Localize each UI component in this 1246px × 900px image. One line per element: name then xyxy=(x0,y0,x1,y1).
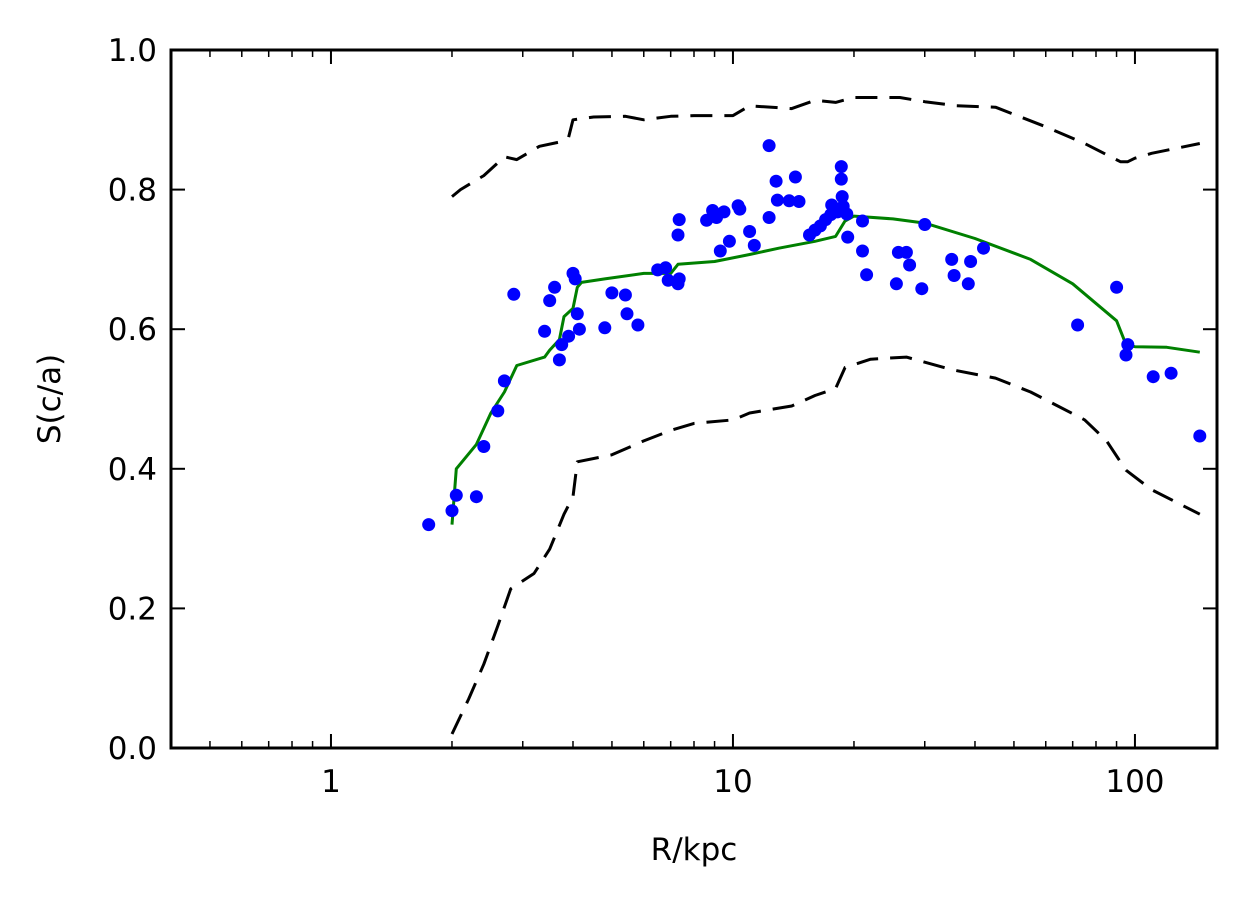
scatter-point xyxy=(572,322,586,336)
scatter-point xyxy=(835,190,849,204)
scatter-point xyxy=(570,307,584,321)
scatter-point xyxy=(782,194,796,208)
scatter-point xyxy=(899,245,913,259)
scatter-point xyxy=(1071,318,1085,332)
scatter-point xyxy=(788,170,802,184)
scatter-point xyxy=(889,277,903,291)
scatter-point xyxy=(947,269,961,282)
scatter-point xyxy=(568,272,582,286)
scatter-point xyxy=(661,273,675,287)
scatter-point xyxy=(1146,370,1160,384)
median-line xyxy=(450,214,1201,525)
scatter-point xyxy=(769,174,783,188)
scatter-point xyxy=(856,214,869,228)
scatter-point xyxy=(598,321,612,335)
scatter-point xyxy=(422,518,436,532)
scatter-point xyxy=(840,207,854,221)
scatter-point xyxy=(792,195,806,208)
scatter-point xyxy=(631,318,645,332)
series-layer xyxy=(422,96,1207,735)
scatter-point xyxy=(1121,338,1135,352)
scatter-point xyxy=(903,258,917,272)
y-axis-title: S(c/a) xyxy=(32,354,68,444)
y-tick-label: 0.4 xyxy=(108,452,157,488)
y-tick-label: 1.0 xyxy=(108,33,157,69)
scatter-point xyxy=(672,272,686,286)
x-tick-label: 1 xyxy=(321,764,341,800)
scatter-point xyxy=(856,244,869,258)
scatter-point xyxy=(445,504,459,518)
scatter-point xyxy=(743,225,757,238)
scatter-point xyxy=(762,139,776,153)
plot-frame xyxy=(169,48,1219,750)
scatter-point xyxy=(672,213,686,227)
scatter-point xyxy=(562,329,576,343)
dashed-envelope-line xyxy=(450,355,1201,735)
scatter-point xyxy=(497,374,511,388)
scatter-point xyxy=(834,160,848,174)
y-tick-label: 0.6 xyxy=(108,312,157,348)
x-tick-label: 100 xyxy=(1105,764,1164,800)
scatter-point xyxy=(449,488,463,502)
scatter-point xyxy=(747,238,761,252)
scatter-point xyxy=(538,324,552,338)
scatter-point xyxy=(671,228,685,242)
dashed-envelope-line xyxy=(451,96,1201,198)
tick-layer: 1 10 100 0.0 0.2 0.4 0.6 0.8 1.0 xyxy=(108,33,1217,800)
scatter-point xyxy=(722,234,736,248)
scatter-point xyxy=(713,244,727,258)
scatter-point xyxy=(841,230,855,244)
scatter-point xyxy=(733,202,747,216)
y-tick-label: 0.8 xyxy=(108,173,157,209)
scatter-point xyxy=(945,252,959,266)
scatter-point xyxy=(605,286,619,300)
scatter-point xyxy=(477,440,491,453)
y-tick-label: 0.0 xyxy=(108,731,157,767)
scatter-point xyxy=(915,282,929,296)
scatter-point xyxy=(620,307,634,321)
scatter-point xyxy=(659,261,673,275)
scatter-point xyxy=(860,268,874,282)
scatter-point xyxy=(964,255,978,268)
scatter-point xyxy=(469,490,483,504)
scatter-point xyxy=(543,294,557,308)
scatter-point xyxy=(491,404,505,418)
scatter-point xyxy=(507,287,521,301)
scatter-point xyxy=(918,218,932,231)
scatter-point xyxy=(1193,429,1207,443)
scatter-point xyxy=(762,211,776,224)
scatter-point xyxy=(977,241,990,255)
scatter-point xyxy=(961,277,975,291)
scatter-point xyxy=(618,288,632,302)
x-axis-title: R/kpc xyxy=(651,832,738,868)
scatter-point xyxy=(1119,348,1133,362)
scatter-point xyxy=(717,205,731,219)
scatter-point xyxy=(1110,280,1124,294)
scatter-point xyxy=(552,353,566,367)
scatter-point xyxy=(770,193,784,207)
plot-area: 1 10 100 0.0 0.2 0.4 0.6 0.8 1.0 xyxy=(108,33,1219,800)
scatter-point xyxy=(548,280,562,294)
y-tick-label: 0.2 xyxy=(108,591,157,627)
scatter-point xyxy=(700,213,714,227)
x-tick-label: 10 xyxy=(713,764,752,800)
scatter-point xyxy=(1164,366,1178,380)
scatter-point xyxy=(834,172,848,186)
